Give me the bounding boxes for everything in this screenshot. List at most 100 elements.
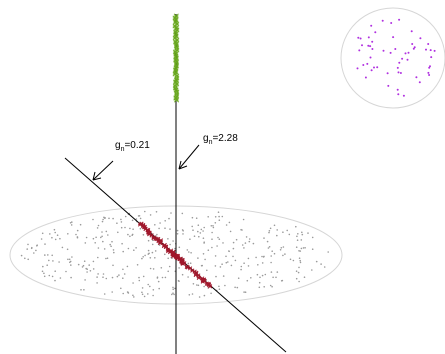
gray-point <box>191 293 194 295</box>
gray-point <box>149 214 152 216</box>
gray-point <box>172 286 174 289</box>
gray-point <box>76 229 79 232</box>
gray-point <box>112 217 114 220</box>
gray-point <box>244 291 247 294</box>
gray-point <box>198 296 201 298</box>
gray-point <box>270 261 272 264</box>
gray-point <box>170 212 172 214</box>
gray-point <box>256 273 259 276</box>
gray-point <box>102 273 105 275</box>
gray-point <box>117 231 119 234</box>
gray-point <box>243 291 245 293</box>
purple-point <box>362 64 365 66</box>
purple-point <box>367 44 370 47</box>
gray-point <box>261 255 263 258</box>
gray-point <box>289 258 292 261</box>
gray-point <box>152 268 155 270</box>
gray-point <box>65 270 67 273</box>
gray-point <box>286 229 289 232</box>
gray-point <box>96 276 98 278</box>
gray-point <box>320 263 322 265</box>
gray-point <box>258 286 261 289</box>
gray-point <box>51 275 54 278</box>
gray-point <box>198 235 200 238</box>
gray-point <box>245 236 248 238</box>
gray-point <box>92 237 95 240</box>
gray-point <box>97 224 100 227</box>
gray-point <box>172 292 174 295</box>
gray-point <box>61 246 64 249</box>
gray-point <box>276 234 278 237</box>
purple-point <box>433 49 436 52</box>
gray-point <box>197 284 200 287</box>
green-projected-markers <box>172 13 180 103</box>
gray-point <box>204 258 206 261</box>
gray-point <box>161 276 164 279</box>
gray-point <box>203 285 205 288</box>
gray-point <box>111 240 113 243</box>
gray-point <box>196 284 198 286</box>
purple-point <box>425 48 427 51</box>
gray-point <box>85 236 88 239</box>
gray-point <box>182 230 184 232</box>
gray-point <box>225 261 228 264</box>
gray-point <box>147 293 149 295</box>
gray-point <box>242 218 245 221</box>
purple-point <box>398 18 401 21</box>
gray-point <box>135 218 138 220</box>
gray-point <box>211 246 213 249</box>
gray-point <box>203 294 206 297</box>
gray-point <box>232 255 234 258</box>
gray-point <box>48 259 50 262</box>
gray-point <box>54 231 56 234</box>
gray-point <box>172 288 174 291</box>
red-marker <box>175 253 180 259</box>
gray-point <box>172 240 174 242</box>
gray-point <box>127 291 129 294</box>
purple-point <box>396 66 399 69</box>
gray-point <box>263 286 266 288</box>
purple-point <box>427 43 430 45</box>
purple-point <box>357 36 360 39</box>
gray-point <box>263 237 265 239</box>
gray-point <box>250 277 252 279</box>
gray-point <box>271 285 273 288</box>
gray-point <box>168 265 171 268</box>
gray-point <box>122 292 124 295</box>
gray-point <box>307 232 309 234</box>
gray-point <box>301 231 303 234</box>
gray-point <box>269 227 272 230</box>
purple-point <box>367 36 370 39</box>
gray-point <box>120 218 122 221</box>
gray-point <box>152 294 154 297</box>
gray-point <box>122 277 124 280</box>
gray-point <box>280 247 283 249</box>
gray-point <box>151 251 154 254</box>
gray-point <box>224 284 226 287</box>
purple-point <box>389 51 392 54</box>
gray-point <box>232 247 235 250</box>
gray-point <box>141 291 143 294</box>
gray-point <box>131 219 134 222</box>
gray-point <box>158 227 160 230</box>
gray-point <box>127 233 129 236</box>
gray-point <box>95 236 97 239</box>
gray-point <box>164 253 166 256</box>
gray-point <box>159 222 161 224</box>
gray-point <box>122 268 124 271</box>
gray-point <box>100 236 102 239</box>
gray-point <box>156 233 158 236</box>
gray-point <box>84 242 87 244</box>
gray-point <box>173 293 175 296</box>
red-marker <box>147 231 152 236</box>
gray-point <box>58 261 60 263</box>
gray-point <box>44 243 46 245</box>
gray-point <box>120 226 123 229</box>
gray-point <box>154 250 157 252</box>
gray-point <box>156 276 159 279</box>
gray-point <box>266 240 269 243</box>
purple-point <box>430 56 433 59</box>
gray-point <box>222 275 225 277</box>
gray-point <box>299 261 302 264</box>
gray-point <box>101 235 103 238</box>
